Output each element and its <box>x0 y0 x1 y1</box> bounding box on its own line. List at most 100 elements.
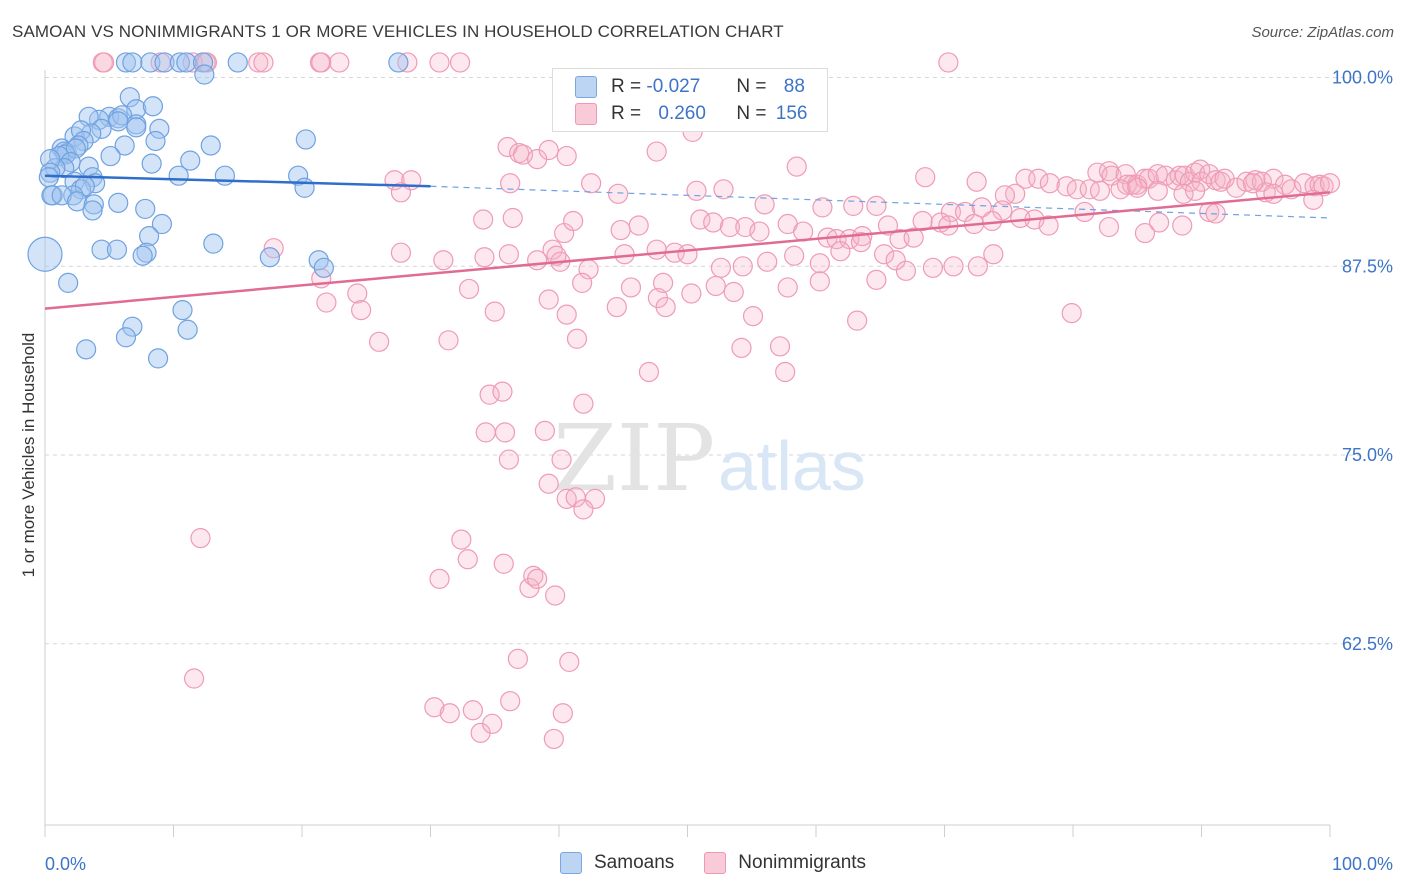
nonimmigrants-point <box>686 180 707 201</box>
nonimmigrants-point <box>812 197 833 218</box>
nonimmigrants-point <box>493 553 514 574</box>
nonimmigrants-point <box>545 585 566 606</box>
chart-title: SAMOAN VS NONIMMIGRANTS 1 OR MORE VEHICL… <box>12 22 784 41</box>
samoans-point <box>172 299 193 321</box>
samoans-point <box>91 118 112 139</box>
nonimmigrants-point <box>690 209 711 230</box>
nonimmigrants-point <box>566 328 588 349</box>
nonimmigrants-point <box>922 257 944 278</box>
samoans-point <box>27 236 63 272</box>
samoans-point <box>313 257 334 278</box>
nonimmigrants-point <box>809 253 830 274</box>
nonimmigrants-point <box>1147 180 1168 201</box>
nonimmigrants-point <box>500 173 521 194</box>
legend-item-samoans[interactable]: Samoans <box>560 852 674 874</box>
nonimmigrants-point <box>994 185 1015 206</box>
nonimmigrants-point <box>563 210 584 232</box>
nonimmigrants-point <box>981 210 1003 232</box>
nonimmigrants-point <box>769 336 791 357</box>
r-label: R = <box>611 76 642 97</box>
samoans-point <box>180 150 201 171</box>
nonimmigrants-point <box>1148 212 1170 233</box>
nonimmigrants-point <box>754 194 775 215</box>
nonimmigrants-point <box>552 703 573 724</box>
samoans-point <box>122 316 143 337</box>
samoans-point <box>194 64 215 85</box>
y-tick-label: 75.0% <box>1342 445 1393 465</box>
nonimmigrants-point <box>1172 215 1193 236</box>
nonimmigrants-point <box>1110 179 1131 200</box>
nonimmigrants-point <box>498 449 519 470</box>
nonimmigrants-point <box>449 52 471 73</box>
nonimmigrants-point <box>877 215 899 236</box>
nonimmigrants-point <box>809 271 830 292</box>
nonimmigrants-point <box>492 381 513 402</box>
nonimmigrants-point <box>316 292 337 313</box>
stats-row-nonimmigrants: R = 0.260 N = 156 <box>575 101 807 127</box>
nonimmigrants-point <box>1319 173 1341 194</box>
nonimmigrants-point <box>1039 173 1060 194</box>
y-tick-label: 100.0% <box>1332 68 1393 88</box>
samoans-point <box>168 165 189 186</box>
samoans-point <box>106 239 128 260</box>
samoans-legend-swatch <box>560 852 582 874</box>
nonimmigrants-point <box>1184 180 1206 201</box>
nonimmigrants-point <box>1010 207 1031 229</box>
samoans-point <box>41 185 62 206</box>
nonimmigrants-point <box>458 278 480 300</box>
samoans-point <box>82 200 103 221</box>
nonimmigrants-point <box>556 304 577 325</box>
samoans-point <box>63 185 84 206</box>
samoans-point <box>58 272 79 294</box>
nonimmigrants-legend-swatch <box>704 852 727 874</box>
y-tick-label: 62.5% <box>1342 634 1393 654</box>
samoans-point <box>227 52 248 73</box>
x-tick-label: 100.0% <box>1332 854 1393 874</box>
samoans-point <box>149 118 170 139</box>
samoans-point <box>151 213 173 235</box>
legend-item-nonimmigrants[interactable]: Nonimmigrants <box>704 852 866 874</box>
nonimmigrants-point <box>1173 183 1194 204</box>
nonimmigrants-point <box>538 139 559 161</box>
nonimmigrants-point <box>620 277 642 298</box>
nonimmigrants-point <box>473 209 494 230</box>
samoans-point <box>140 52 161 73</box>
nonimmigrants-point <box>731 337 752 358</box>
samoans-point <box>51 185 72 206</box>
nonimmigrants-point <box>451 529 472 550</box>
y-tick-label: 87.5% <box>1342 256 1393 276</box>
nonimmigrants-point <box>757 251 778 272</box>
nonimmigrants-point <box>971 197 992 218</box>
nonimmigrants-point <box>474 247 495 268</box>
samoans-point <box>203 233 224 254</box>
nonimmigrants-point <box>507 648 528 670</box>
nonimmigrants-point <box>628 215 649 236</box>
nonimmigrants-point <box>546 245 567 266</box>
samoans-point <box>115 52 137 73</box>
samoans-point <box>111 105 133 126</box>
y-axis-label: 1 or more Vehicles in Household <box>19 333 38 578</box>
samoans-point <box>108 111 129 132</box>
nonimmigrants-point <box>1038 215 1059 236</box>
nonimmigrants-point <box>606 296 627 318</box>
r-value: 0.260 <box>658 103 706 124</box>
r-label: R = <box>611 103 642 124</box>
nonimmigrants-point <box>424 697 445 718</box>
nonimmigrants-point <box>830 241 851 262</box>
nonimmigrants-point <box>943 256 964 277</box>
samoans-point <box>138 226 160 247</box>
samoans-point <box>108 192 129 213</box>
samoans-trend-line <box>44 174 431 188</box>
samoans-point <box>132 245 153 266</box>
samoans-point <box>136 242 157 263</box>
nonimmigrants-point <box>895 260 917 281</box>
nonimmigrants-point <box>1079 179 1100 200</box>
nonimmigrants-point <box>183 668 205 689</box>
nonimmigrants-point <box>1210 171 1231 192</box>
samoans-point <box>115 327 137 348</box>
nonimmigrants-point <box>248 52 269 73</box>
nonimmigrants-point <box>1134 222 1156 244</box>
nonimmigrants-point <box>850 232 872 253</box>
nonimmigrants-point <box>433 250 454 271</box>
nonimmigrants-point <box>190 527 211 549</box>
